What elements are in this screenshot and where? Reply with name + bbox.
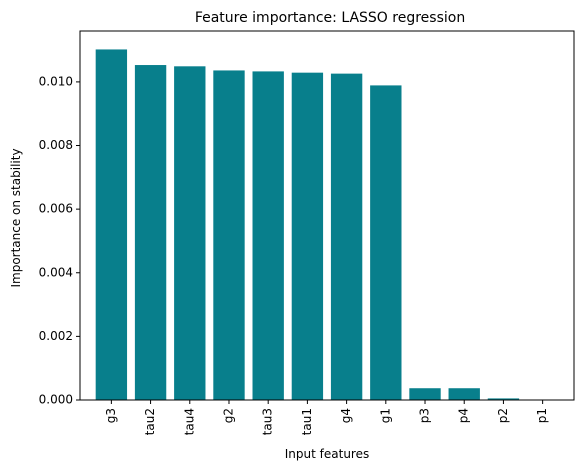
x-tick-label-g1: g1 [378, 408, 392, 423]
x-tick-label-tau3: tau3 [261, 408, 275, 435]
x-tick-label-p4: p4 [457, 408, 471, 423]
bar-p2 [487, 398, 520, 400]
y-tick-label: 0.010 [39, 74, 73, 88]
x-tick-label-tau2: tau2 [143, 408, 157, 435]
x-tick-label-g3: g3 [104, 408, 118, 423]
y-tick-label: 0.002 [39, 329, 73, 343]
x-tick-label-p3: p3 [418, 408, 432, 423]
x-axis-ticks: g3 tau2 tau4 g2 tau3 tau1 g4 g1 p3 p4 p2 p1 [104, 400, 549, 435]
bar-tau1 [291, 72, 324, 401]
x-axis-label: Input features [285, 447, 369, 461]
y-tick-label: 0.008 [39, 138, 73, 152]
x-tick-label-tau4: tau4 [182, 408, 196, 435]
bar-g4 [330, 73, 363, 400]
bar-p4 [448, 388, 480, 400]
bar-p3 [409, 388, 441, 400]
bar-tau3 [252, 71, 284, 401]
x-tick-label-g4: g4 [339, 408, 353, 423]
x-tick-label-p2: p2 [496, 408, 510, 423]
plot-frame [79, 30, 575, 401]
chart-title: Feature importance: LASSO regression [195, 10, 465, 26]
x-tick-label-tau1: tau1 [300, 408, 314, 435]
y-tick-label: 0.000 [39, 393, 73, 407]
bars-group [95, 49, 520, 401]
bar-g1 [370, 85, 402, 401]
bar-tau4 [174, 66, 206, 400]
y-tick-label: 0.006 [39, 202, 73, 216]
bar-g3 [95, 49, 128, 400]
y-tick-label: 0.004 [39, 265, 73, 279]
y-axis-label: Importance on stability [9, 148, 23, 287]
x-tick-label-p1: p1 [535, 408, 549, 423]
x-tick-label-g2: g2 [221, 408, 235, 423]
bar-tau2 [134, 65, 167, 400]
y-axis-ticks: 0.000 0.002 0.004 0.006 0.008 0.010 [39, 74, 80, 407]
bar-g2 [213, 70, 245, 400]
